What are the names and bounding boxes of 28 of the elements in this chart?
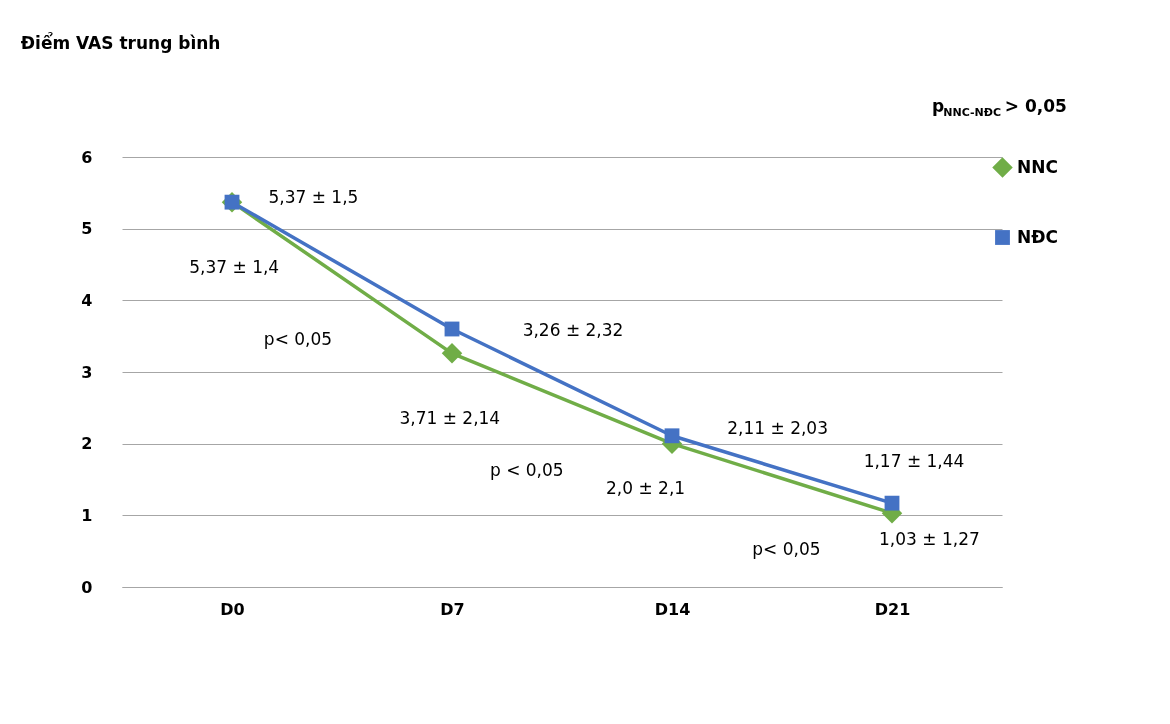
annotation: 1,17 ± 1,44 bbox=[863, 451, 965, 472]
y-tick-label: 1 bbox=[81, 505, 93, 525]
x-tick-label: D7 bbox=[440, 599, 465, 619]
y-tick-label: 3 bbox=[81, 362, 93, 382]
point bbox=[884, 495, 900, 511]
annotation: p < 0,05 bbox=[489, 459, 564, 480]
annotation: 2,11 ± 2,03 bbox=[727, 418, 828, 439]
y-tick-label: 0 bbox=[81, 577, 93, 597]
annotation: 5,37 ± 1,4 bbox=[189, 257, 280, 278]
y-tick-label: 4 bbox=[81, 290, 93, 310]
x-tick-label: D21 bbox=[874, 599, 911, 619]
y-tick-label: 6 bbox=[81, 147, 93, 167]
x-tick-label: D0 bbox=[220, 599, 245, 619]
legend-label: NĐC bbox=[1017, 226, 1058, 247]
y-tick-label: 5 bbox=[81, 219, 93, 239]
annotation: p< 0,05 bbox=[752, 539, 821, 560]
x-tick-label: D14 bbox=[654, 599, 691, 619]
annotation: 1,03 ± 1,27 bbox=[879, 529, 980, 550]
y-tick-label: 2 bbox=[81, 434, 93, 454]
annotation: p< 0,05 bbox=[263, 329, 333, 350]
annotation: 3,26 ± 2,32 bbox=[522, 320, 624, 341]
legend-label: NNC bbox=[1017, 156, 1058, 177]
annotation: 3,71 ± 2,14 bbox=[399, 407, 501, 428]
point bbox=[441, 343, 463, 364]
point bbox=[664, 428, 680, 444]
annotation: 2,0 ± 2,1 bbox=[606, 477, 686, 498]
chart-title: Điểm VAS trung bình bbox=[20, 32, 221, 53]
annotation: 5,37 ± 1,5 bbox=[268, 186, 359, 207]
